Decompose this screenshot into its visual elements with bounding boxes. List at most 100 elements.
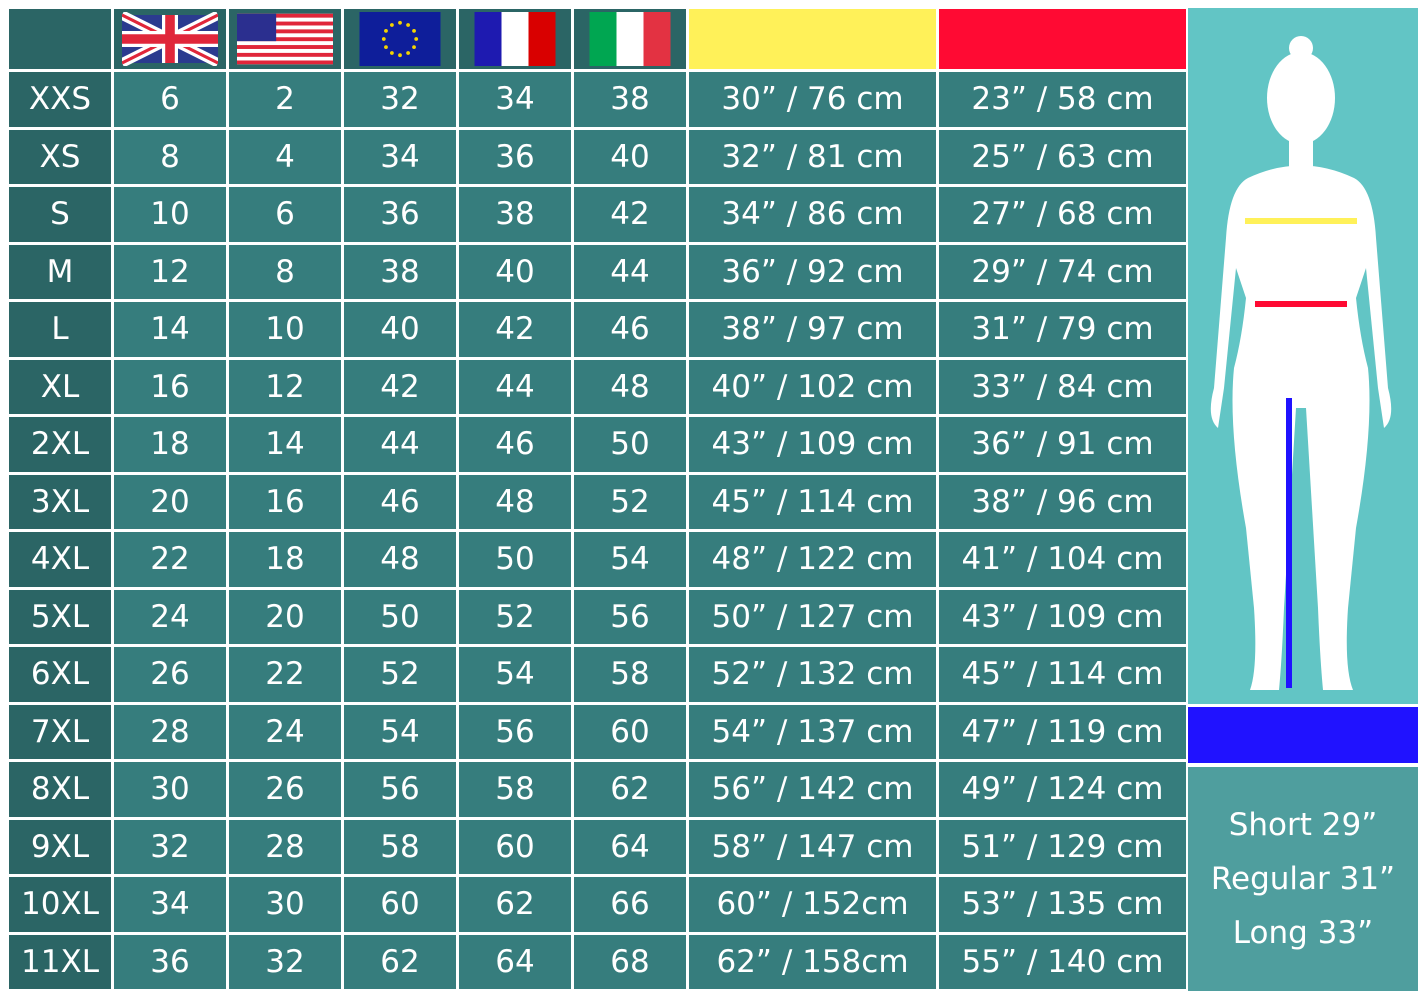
fr-cell: 34 [459, 72, 571, 127]
it-cell: 58 [574, 647, 686, 702]
waist-cell: 23” / 58 cm [939, 72, 1186, 127]
uk-cell: 6 [114, 72, 226, 127]
uk-cell: 12 [114, 244, 226, 299]
uk-cell: 36 [114, 934, 226, 989]
inseam-lengths: Short 29” Regular 31” Long 33” [1188, 767, 1418, 991]
header-row [9, 9, 1186, 69]
eu-cell: 52 [344, 647, 456, 702]
fr-cell: 46 [459, 417, 571, 472]
fr-cell: 62 [459, 877, 571, 932]
it-cell: 62 [574, 762, 686, 817]
inseam-color-header [1188, 707, 1418, 763]
bust-cell: 32” / 81 cm [689, 129, 936, 184]
fr-cell: 60 [459, 819, 571, 874]
table-row: 9XL 32 28 58 60 64 58” / 147 cm 51” / 129 cm [9, 819, 1186, 874]
us-cell: 26 [229, 762, 341, 817]
bust-cell: 48” / 122 cm [689, 532, 936, 587]
table-row: 3XL 20 16 46 48 52 45” / 114 cm 38” / 96 cm [9, 474, 1186, 529]
bust-cell: 34” / 86 cm [689, 187, 936, 242]
eu-header [344, 9, 456, 69]
us-cell: 10 [229, 302, 341, 357]
eu-star-icon [390, 23, 394, 27]
us-cell: 20 [229, 589, 341, 644]
france-header [459, 9, 571, 69]
female-silhouette-icon [1210, 36, 1392, 690]
table-row: 10XL 34 30 60 62 66 60” / 152cm 53” / 135 cm [9, 877, 1186, 932]
size-cell: S [9, 187, 111, 242]
eu-cell: 48 [344, 532, 456, 587]
bust-cell: 50” / 127 cm [689, 589, 936, 644]
bust-cell: 58” / 147 cm [689, 819, 936, 874]
waist-cell: 45” / 114 cm [939, 647, 1186, 702]
it-cell: 40 [574, 129, 686, 184]
bust-cell: 30” / 76 cm [689, 72, 936, 127]
eu-cell: 50 [344, 589, 456, 644]
size-cell: M [9, 244, 111, 299]
us-cell: 18 [229, 532, 341, 587]
bust-color-header [689, 9, 936, 69]
waist-cell: 51” / 129 cm [939, 819, 1186, 874]
uk-cell: 32 [114, 819, 226, 874]
waist-cell: 53” / 135 cm [939, 877, 1186, 932]
fr-cell: 58 [459, 762, 571, 817]
size-cell: 10XL [9, 877, 111, 932]
bust-cell: 52” / 132 cm [689, 647, 936, 702]
it-cell: 46 [574, 302, 686, 357]
eu-star-icon [384, 45, 388, 49]
uk-cell: 14 [114, 302, 226, 357]
uk-cell: 18 [114, 417, 226, 472]
eu-star-icon [398, 53, 402, 58]
eu-flag-icon [359, 12, 441, 66]
table-row: 8XL 30 26 56 58 62 56” / 142 cm 49” / 124 cm [9, 762, 1186, 817]
uk-cell: 20 [114, 474, 226, 529]
eu-cell: 44 [344, 417, 456, 472]
eu-cell: 60 [344, 877, 456, 932]
waist-cell: 55” / 140 cm [939, 934, 1186, 989]
uk-cell: 16 [114, 359, 226, 414]
size-cell: 7XL [9, 704, 111, 759]
fr-cell: 64 [459, 934, 571, 989]
waist-cell: 27” / 68 cm [939, 187, 1186, 242]
fr-cell: 52 [459, 589, 571, 644]
eu-star-icon [412, 45, 416, 49]
bust-cell: 60” / 152cm [689, 877, 936, 932]
size-cell: L [9, 302, 111, 357]
waist-cell: 47” / 119 cm [939, 704, 1186, 759]
table-row: 6XL 26 22 52 54 58 52” / 132 cm 45” / 114 cm [9, 647, 1186, 702]
bust-cell: 54” / 137 cm [689, 704, 936, 759]
waist-cell: 29” / 74 cm [939, 244, 1186, 299]
bust-cell: 43” / 109 cm [689, 417, 936, 472]
header-corner [9, 9, 111, 69]
us-flag-icon [237, 13, 333, 65]
bust-cell: 36” / 92 cm [689, 244, 936, 299]
eu-cell: 32 [344, 72, 456, 127]
waist-cell: 36” / 91 cm [939, 417, 1186, 472]
size-cell: XL [9, 359, 111, 414]
eu-cell: 56 [344, 762, 456, 817]
table-row: M 12 8 38 40 44 36” / 92 cm 29” / 74 cm [9, 244, 1186, 299]
uk-cell: 24 [114, 589, 226, 644]
waist-cell: 25” / 63 cm [939, 129, 1186, 184]
eu-star-icon [384, 29, 388, 33]
it-cell: 68 [574, 934, 686, 989]
size-cell: 6XL [9, 647, 111, 702]
table-row: 5XL 24 20 50 52 56 50” / 127 cm 43” / 109 cm [9, 589, 1186, 644]
it-cell: 48 [574, 359, 686, 414]
table-row: XL 16 12 42 44 48 40” / 102 cm 33” / 84 cm [9, 359, 1186, 414]
fr-cell: 42 [459, 302, 571, 357]
inseam-short: Short 29” [1228, 807, 1378, 843]
inseam-regular: Regular 31” [1210, 861, 1396, 897]
us-cell: 8 [229, 244, 341, 299]
eu-cell: 54 [344, 704, 456, 759]
it-cell: 38 [574, 72, 686, 127]
uk-cell: 30 [114, 762, 226, 817]
table-row: S 10 6 36 38 42 34” / 86 cm 27” / 68 cm [9, 187, 1186, 242]
size-cell: 9XL [9, 819, 111, 874]
eu-star-icon [412, 29, 416, 33]
eu-cell: 38 [344, 244, 456, 299]
size-cell: XS [9, 129, 111, 184]
italy-header [574, 9, 686, 69]
uk-header [114, 9, 226, 69]
fr-cell: 50 [459, 532, 571, 587]
it-cell: 52 [574, 474, 686, 529]
